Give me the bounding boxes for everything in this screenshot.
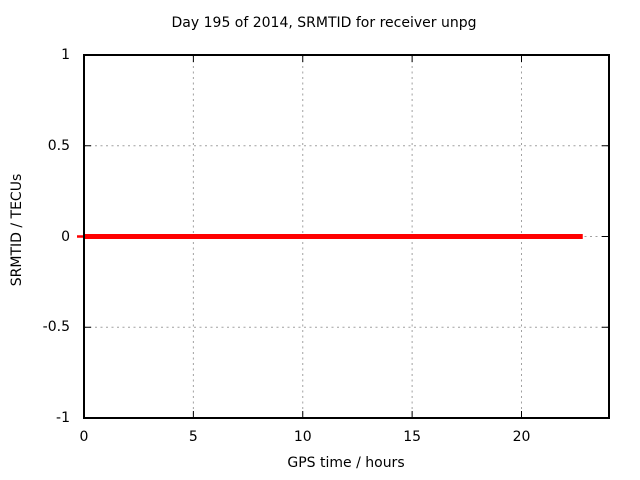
y-tick-label: 0	[61, 228, 70, 245]
y-tick-label: -1	[56, 410, 70, 426]
y-tick-label: 1	[61, 47, 70, 63]
y-tick-label: -0.5	[42, 319, 70, 336]
x-tick-label: 5	[188, 429, 198, 445]
chart-title: Day 195 of 2014, SRMTID for receiver unp…	[171, 15, 477, 31]
x-tick-label: 10	[293, 429, 312, 445]
x-tick-label: 20	[512, 429, 531, 445]
x-axis-label: GPS time / hours	[287, 455, 405, 471]
x-tick-label: 15	[403, 429, 422, 445]
x-tick-label: 0	[79, 429, 89, 445]
plot-border	[83, 54, 610, 419]
y-tick-label: 0.5	[47, 137, 70, 154]
